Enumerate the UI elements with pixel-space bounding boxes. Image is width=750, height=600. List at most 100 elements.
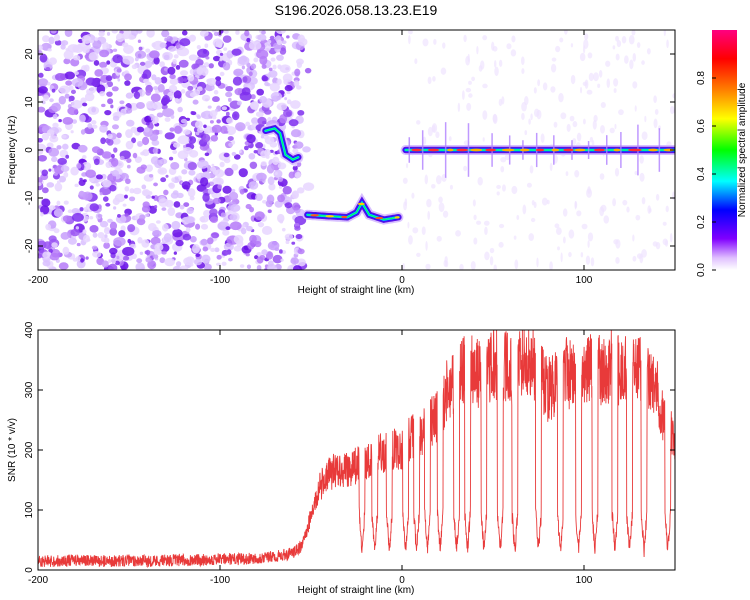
heatmap-cell [288,171,295,179]
heatmap-cell [54,182,63,192]
heatmap-cell [71,212,84,222]
heatmap-cell [295,234,303,240]
heatmap-cell [297,110,305,116]
heatmap-cell [168,84,178,93]
heatmap-cell [170,114,175,119]
heatmap-cell [129,188,135,194]
heatmap-cell [402,262,406,270]
heatmap-cell [67,44,80,53]
heatmap-cell [116,255,120,260]
heatmap-cell [285,240,290,245]
heatmap-cell [568,251,572,258]
heatmap-cell [244,145,249,151]
heatmap-cell [116,68,122,73]
heatmap-cell [412,227,419,234]
heatmap-cell [513,235,517,240]
heatmap-cell [169,78,179,85]
heatmap-cell [583,39,589,50]
heatmap-cell [284,97,288,101]
heatmap-cell [200,223,209,230]
heatmap-cell [122,203,127,207]
heatmap-cell [144,115,152,123]
heatmap-cell [641,60,645,65]
heatmap-cell [145,213,150,217]
heatmap-cell [188,169,196,176]
heatmap-cell [427,76,432,85]
heatmap-cell [119,155,125,161]
heatmap-cell [164,117,171,122]
heatmap-cell [210,247,216,253]
heatmap-cell [149,133,159,142]
heatmap-cell [648,208,652,213]
heatmap-cell [187,74,195,82]
heatmap-cell [206,237,214,245]
heatmap-cell [293,80,300,87]
heatmap-cell [529,165,534,174]
heatmap-cell [435,131,440,139]
heatmap-cell [603,215,610,224]
heatmap-cell [192,99,199,105]
heatmap-cell [482,137,485,142]
colorbar: 0.0 0.2 0.4 0.6 0.8 Normalized spectral ampl… [696,30,748,277]
heatmap-cell [277,194,285,203]
heatmap-cell [106,91,113,97]
heatmap-cell [141,239,150,248]
heatmap-cell [290,100,301,109]
heatmap-cell [202,146,207,150]
heatmap-cell [653,118,658,129]
heatmap-cell [223,30,229,34]
heatmap-cell [272,156,280,165]
heatmap-cell [80,129,86,135]
heatmap-cell [587,240,590,248]
heatmap-cell [540,133,545,143]
heatmap-cell [476,45,479,55]
heatmap-cell [136,217,146,226]
heatmap-cell [613,78,619,87]
spectrogram-heatmap [38,30,675,270]
heatmap-cell [188,54,198,61]
heatmap-cell [425,240,428,251]
heatmap-cell [109,228,118,236]
heatmap-cell [215,177,221,183]
heatmap-cell [257,221,265,228]
heatmap-cell [553,121,558,128]
heatmap-cell [500,156,507,163]
heatmap-cell [549,261,553,270]
heatmap-cell [82,154,87,160]
heatmap-cell [655,193,660,201]
heatmap-cell [54,73,66,82]
colorbar-gradient [712,30,737,270]
heatmap-cell [267,39,272,44]
heatmap-cell [254,240,262,248]
heatmap-cell [622,199,628,206]
heatmap-cell [655,241,661,250]
heatmap-cell [484,251,490,261]
heatmap-cell [53,228,60,234]
heatmap-cell [153,56,160,65]
heatmap-hotspot [551,148,560,152]
heatmap-cell [183,129,191,135]
heatmap-cell [291,241,296,245]
heatmap-cell [261,249,268,256]
snr-panel: -200 -100 0 100 0 100 200 300 400 Height of stra… [7,321,676,596]
heatmap-cell [581,223,588,230]
heatmap-cell [632,53,637,62]
heatmap-cell [468,93,473,98]
heatmap-cell [112,54,123,64]
heatmap-cell [636,42,641,49]
heatmap-cell [632,81,638,89]
heatmap-cell [223,47,228,51]
heatmap-cell [106,31,111,36]
snr-xtick-label: 100 [576,575,593,586]
snr-ytick-label: 200 [24,441,35,458]
heatmap-cell [89,215,94,220]
heatmap-cell [70,130,74,134]
heatmap-cell [526,182,532,188]
heatmap-cell [536,257,539,268]
heatmap-cell [248,71,253,77]
heatmap-cell [142,69,152,79]
heatmap-cell [160,76,168,84]
heatmap-cell [174,97,179,103]
heatmap-cell [41,198,51,207]
heatmap-cell [294,171,301,179]
